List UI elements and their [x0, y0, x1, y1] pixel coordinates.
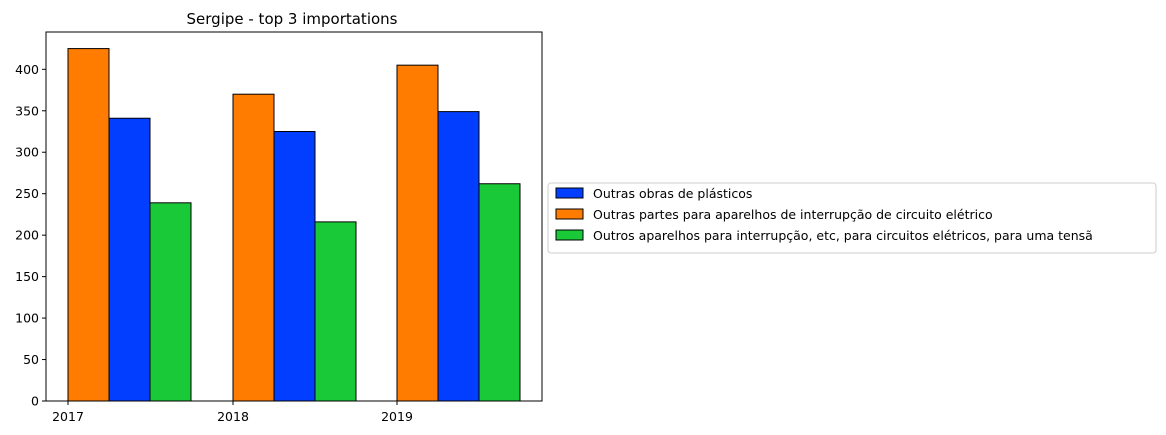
- legend-frame: [547, 182, 1157, 254]
- plot-area-frame: [45, 31, 543, 402]
- legend-swatch-3: [555, 229, 584, 241]
- bar-2019-series-1: [437, 111, 480, 402]
- bar-2017-series-1: [108, 117, 151, 402]
- y-tick-label: 50: [23, 352, 39, 367]
- bars-group: [67, 48, 521, 402]
- legend-label-1: Outras obras de plásticos: [593, 186, 752, 201]
- bar-2019-series-2: [396, 64, 439, 402]
- legend-label-3: Outros aparelhos para interrupção, etc, …: [593, 228, 1093, 243]
- bar-2018-series-2: [232, 93, 275, 402]
- y-tick-label: 250: [15, 186, 39, 201]
- chart-title: Sergipe - top 3 importations: [187, 10, 398, 28]
- legend-swatch-2: [555, 208, 584, 220]
- bar-2019-series-3: [478, 183, 521, 402]
- y-tick-label: 300: [15, 145, 39, 160]
- bar-2017-series-2: [67, 48, 110, 402]
- x-tick-label-2019: 2019: [381, 409, 413, 424]
- legend-swatch-1: [555, 187, 584, 199]
- legend-label-2: Outras partes para aparelhos de interrup…: [593, 207, 993, 222]
- bar-2017-series-3: [149, 202, 192, 402]
- x-axis: 2017 2018 2019: [52, 401, 413, 424]
- bar-2018-series-1: [273, 131, 316, 402]
- y-axis: 0 50 100 150 200 250 300 350 400: [15, 62, 46, 409]
- legend: Outras obras de plásticos Outras partes p…: [547, 182, 1157, 254]
- y-tick-label: 0: [31, 394, 39, 409]
- x-tick-label-2017: 2017: [52, 409, 84, 424]
- y-tick-label: 150: [15, 269, 39, 284]
- x-tick-label-2018: 2018: [217, 409, 249, 424]
- y-tick-label: 350: [15, 103, 39, 118]
- y-tick-label: 200: [15, 228, 39, 243]
- y-tick-label: 400: [15, 62, 39, 77]
- bar-2018-series-3: [314, 221, 357, 402]
- y-tick-label: 100: [15, 311, 39, 326]
